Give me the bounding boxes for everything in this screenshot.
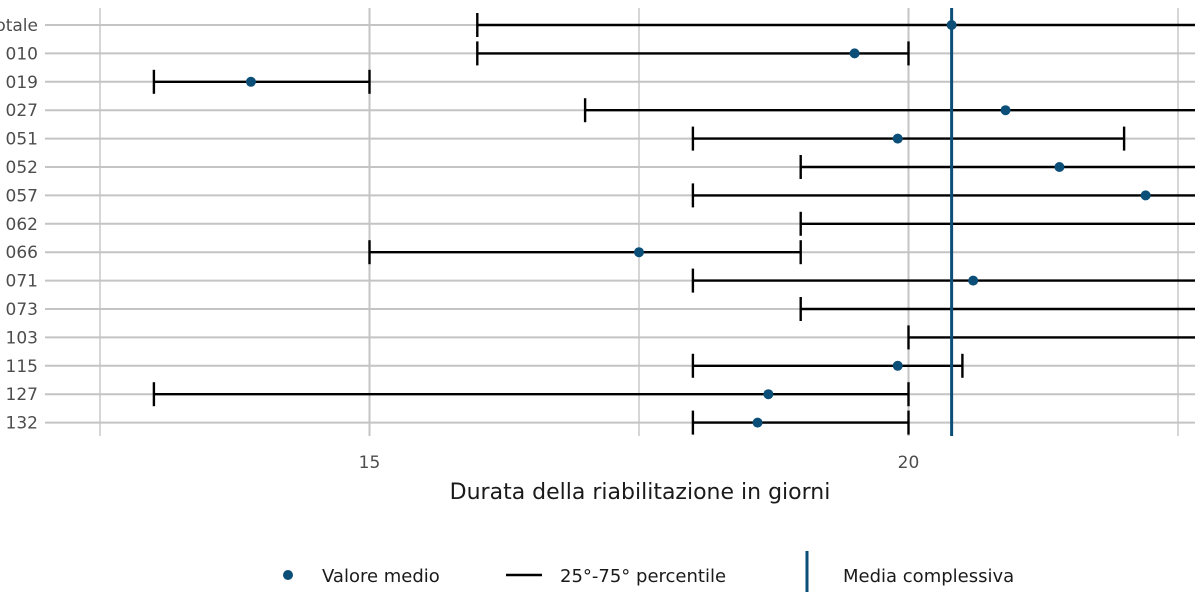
category-label: 066 xyxy=(6,243,38,263)
category-label: 019 xyxy=(6,73,38,93)
legend: Valore medio 25°-75° percentile Media comp… xyxy=(283,551,1014,592)
category-label: 052 xyxy=(6,158,38,178)
mean-point xyxy=(849,48,860,59)
legend-label: Media complessiva xyxy=(843,566,1014,587)
category-labels: Totale 010 019 027 051 052 057 062 066 071 073 103 1… xyxy=(0,16,38,434)
mean-points xyxy=(245,20,1151,428)
mean-point xyxy=(1054,162,1065,172)
mean-point xyxy=(245,76,256,87)
category-label: 103 xyxy=(6,328,38,348)
legend-label: Valore medio xyxy=(322,566,440,587)
category-label: 071 xyxy=(6,272,38,292)
category-label: 062 xyxy=(6,215,38,235)
x-tick-label: 15 xyxy=(359,453,381,473)
category-label: 115 xyxy=(6,357,38,377)
mean-point xyxy=(763,389,774,400)
mean-point xyxy=(1000,105,1011,116)
category-label: 057 xyxy=(6,186,38,206)
mean-point xyxy=(1140,190,1151,201)
category-label: Totale xyxy=(0,16,38,36)
category-label: 127 xyxy=(6,385,38,405)
mean-point xyxy=(946,20,957,30)
x-tick-label: 20 xyxy=(898,453,920,473)
category-label: 132 xyxy=(6,414,38,434)
x-tick-labels: 15202530 xyxy=(359,453,920,473)
mean-point xyxy=(892,133,903,144)
mean-point xyxy=(634,247,644,258)
mean-point xyxy=(968,275,979,286)
legend-point-swatch xyxy=(283,570,293,580)
category-label: 073 xyxy=(6,300,38,320)
legend-label: 25°-75° percentile xyxy=(560,566,726,587)
mean-point xyxy=(752,417,763,428)
category-label: 010 xyxy=(6,44,38,64)
x-axis-title: Durata della riabilitazione in giorni xyxy=(450,480,831,505)
mean-point xyxy=(892,360,903,371)
grid-lines xyxy=(45,8,1195,436)
category-label: 051 xyxy=(6,130,38,150)
category-label: 027 xyxy=(6,101,38,121)
percentile-ranges xyxy=(152,13,1195,435)
